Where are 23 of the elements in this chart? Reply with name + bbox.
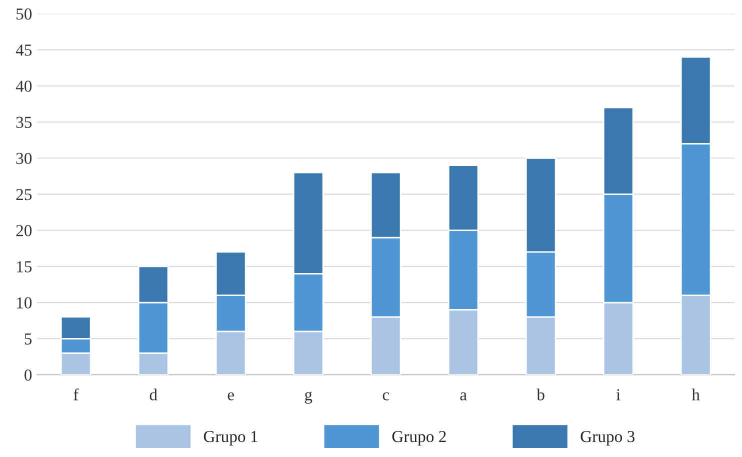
x-tick-label: d xyxy=(150,388,158,400)
x-tick-label: h xyxy=(692,388,700,400)
legend-label: Grupo 1 xyxy=(204,430,258,446)
x-tick-label: i xyxy=(616,389,620,400)
x-tick-label: a xyxy=(460,392,467,400)
x-tick-label: f xyxy=(74,388,79,400)
y-tick-label: 35 xyxy=(16,116,32,128)
y-tick-label: 30 xyxy=(16,152,32,164)
y-tick-label: 40 xyxy=(16,80,32,92)
legend-label: Grupo 3 xyxy=(580,430,634,446)
y-tick-label: 20 xyxy=(16,225,32,236)
y-tick-label: 50 xyxy=(16,8,32,20)
y-tick-label: 45 xyxy=(16,44,32,56)
x-tick-label: b xyxy=(536,388,544,400)
y-tick-label: 5 xyxy=(24,334,32,345)
x-tick-label: c xyxy=(382,392,390,400)
legend-label: Grupo 2 xyxy=(392,430,446,446)
y-tick-label: 15 xyxy=(17,261,32,272)
y-tick-label: 10 xyxy=(17,297,32,308)
x-tick-label: e xyxy=(228,392,234,400)
x-tick-label: g xyxy=(304,392,312,404)
y-tick-label: 25 xyxy=(16,188,32,200)
y-tick-label: 0 xyxy=(24,369,32,381)
